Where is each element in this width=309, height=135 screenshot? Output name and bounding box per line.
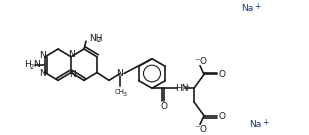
Text: N: N — [69, 50, 75, 59]
Text: +: + — [254, 2, 260, 11]
Text: ··: ·· — [184, 82, 190, 92]
Text: O: O — [160, 102, 167, 111]
Text: H: H — [25, 60, 32, 69]
Text: 3: 3 — [123, 92, 127, 97]
Text: 2: 2 — [97, 37, 101, 43]
Text: NH: NH — [89, 34, 103, 43]
Text: N: N — [40, 69, 46, 78]
Text: 2: 2 — [30, 64, 34, 70]
Text: O: O — [218, 112, 226, 121]
Text: ⁻: ⁻ — [194, 124, 200, 134]
Text: ⁻: ⁻ — [194, 58, 200, 68]
Text: N: N — [40, 51, 46, 60]
Text: CH: CH — [115, 89, 125, 95]
Text: O: O — [200, 125, 206, 134]
Text: +: + — [262, 118, 268, 127]
Text: HN: HN — [175, 84, 189, 93]
Text: Na: Na — [241, 4, 253, 13]
Text: N: N — [116, 69, 123, 78]
Text: N: N — [34, 60, 40, 69]
Text: Na: Na — [249, 120, 261, 129]
Text: O: O — [218, 70, 226, 79]
Text: N: N — [70, 70, 76, 79]
Text: O: O — [200, 57, 206, 66]
